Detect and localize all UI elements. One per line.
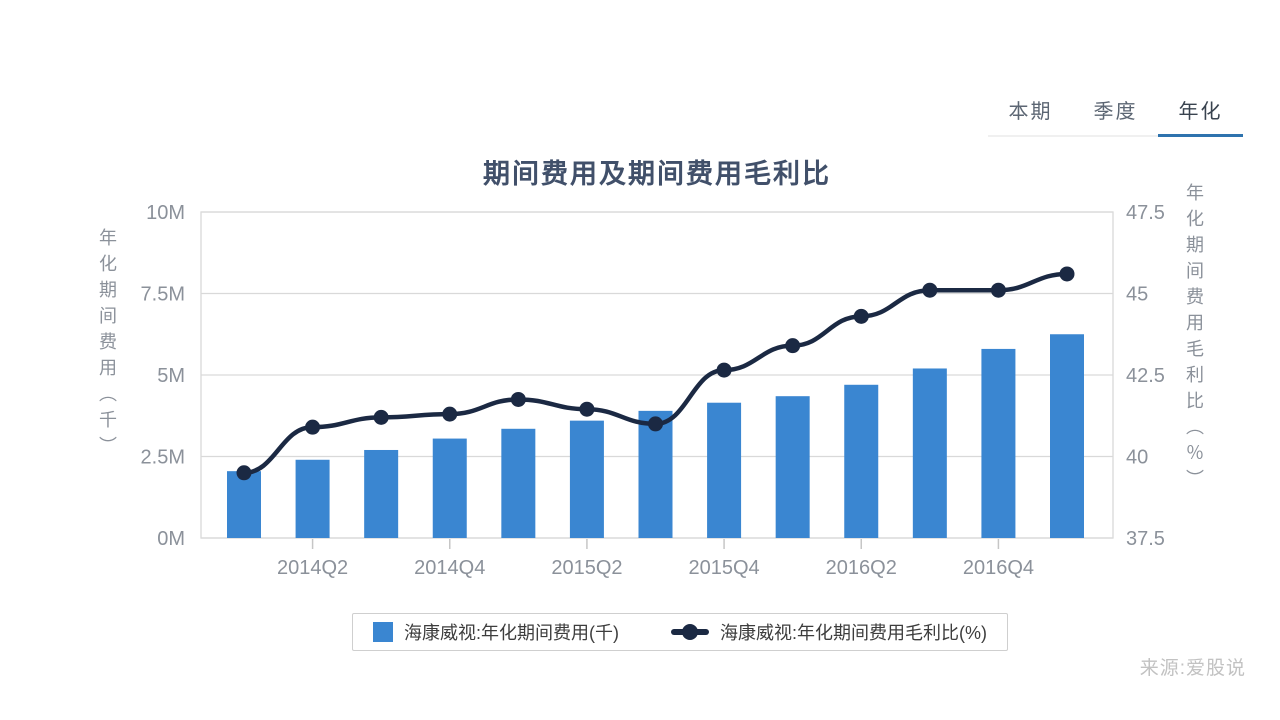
bar-2014Q1[interactable] (227, 471, 261, 538)
line-point-2016Q1[interactable] (785, 338, 801, 354)
bar-2017Q1[interactable] (1050, 334, 1084, 538)
line-point-2015Q2[interactable] (579, 401, 595, 417)
tab-current-period[interactable]: 本期 (988, 88, 1073, 137)
legend-item-margin-line[interactable]: 海康威视:年化期间费用毛利比(%) (671, 619, 987, 645)
line-point-2016Q4[interactable] (990, 282, 1006, 298)
left-tick-label: 0M (157, 528, 185, 550)
right-tick-label: 45 (1126, 284, 1148, 306)
source-text: 来源:爱股说 (1139, 658, 1246, 679)
bar-2015Q2[interactable] (569, 420, 604, 538)
left-tick-label: 5M (157, 365, 185, 387)
tab-annualized[interactable]: 年化 (1158, 88, 1243, 137)
line-point-2014Q3[interactable] (373, 409, 389, 425)
x-tick-label: 2016Q2 (826, 557, 897, 579)
right-tick-label: 47.5 (1126, 202, 1165, 224)
bar-swatch-icon (373, 622, 393, 642)
bar-2016Q2[interactable] (844, 384, 879, 538)
bar-2015Q1[interactable] (501, 428, 536, 538)
right-tick-label: 37.5 (1126, 528, 1165, 550)
left-tick-label: 10M (146, 202, 185, 224)
legend-item-expense-bar[interactable]: 海康威视:年化期间费用(千) (373, 619, 619, 645)
legend-label-expense: 海康威视:年化期间费用(千) (404, 623, 619, 643)
line-point-2016Q2[interactable] (853, 308, 869, 324)
bar-2015Q4[interactable] (707, 402, 742, 538)
bar-2016Q3[interactable] (912, 368, 947, 538)
right-axis-title: 年化期间费用毛利比（％） (1184, 183, 1204, 495)
line-point-2014Q2[interactable] (305, 419, 321, 435)
x-tick-label: 2014Q4 (414, 557, 485, 579)
x-tick-label: 2016Q4 (963, 557, 1034, 579)
period-tabbar: 本期 季度 年化 (988, 88, 1243, 137)
left-tick-label: 7.5M (141, 284, 185, 306)
bar-2014Q2[interactable] (295, 459, 330, 538)
line-point-2016Q3[interactable] (922, 282, 938, 298)
line-point-2015Q3[interactable] (648, 416, 663, 432)
left-tick-label: 2.5M (141, 447, 185, 469)
chart-title: 期间费用及期间费用毛利比 (483, 159, 831, 189)
bar-2014Q4[interactable] (432, 438, 467, 538)
bar-2014Q3[interactable] (364, 449, 399, 538)
line-point-2014Q1[interactable] (236, 465, 252, 481)
line-point-2015Q1[interactable] (510, 391, 526, 407)
chart-legend: 海康威视:年化期间费用(千) 海康威视:年化期间费用毛利比(%) (352, 613, 1008, 651)
x-tick-label: 2015Q4 (688, 557, 759, 579)
line-point-2017Q1[interactable] (1059, 266, 1075, 282)
right-tick-label: 40 (1126, 447, 1148, 469)
line-marker-icon (671, 623, 709, 641)
bar-2016Q1[interactable] (775, 396, 810, 538)
right-tick-label: 42.5 (1126, 365, 1165, 387)
bar-2016Q4[interactable] (981, 348, 1016, 538)
bar-2015Q3[interactable] (638, 410, 673, 538)
line-point-2015Q4[interactable] (716, 362, 732, 378)
x-tick-label: 2015Q2 (551, 557, 622, 579)
left-axis-title: 年化期间费用（千） (97, 228, 117, 462)
line-point-2014Q4[interactable] (442, 406, 458, 422)
tab-quarterly[interactable]: 季度 (1073, 88, 1158, 137)
legend-label-margin: 海康威视:年化期间费用毛利比(%) (720, 623, 987, 643)
x-tick-label: 2014Q2 (277, 557, 348, 579)
